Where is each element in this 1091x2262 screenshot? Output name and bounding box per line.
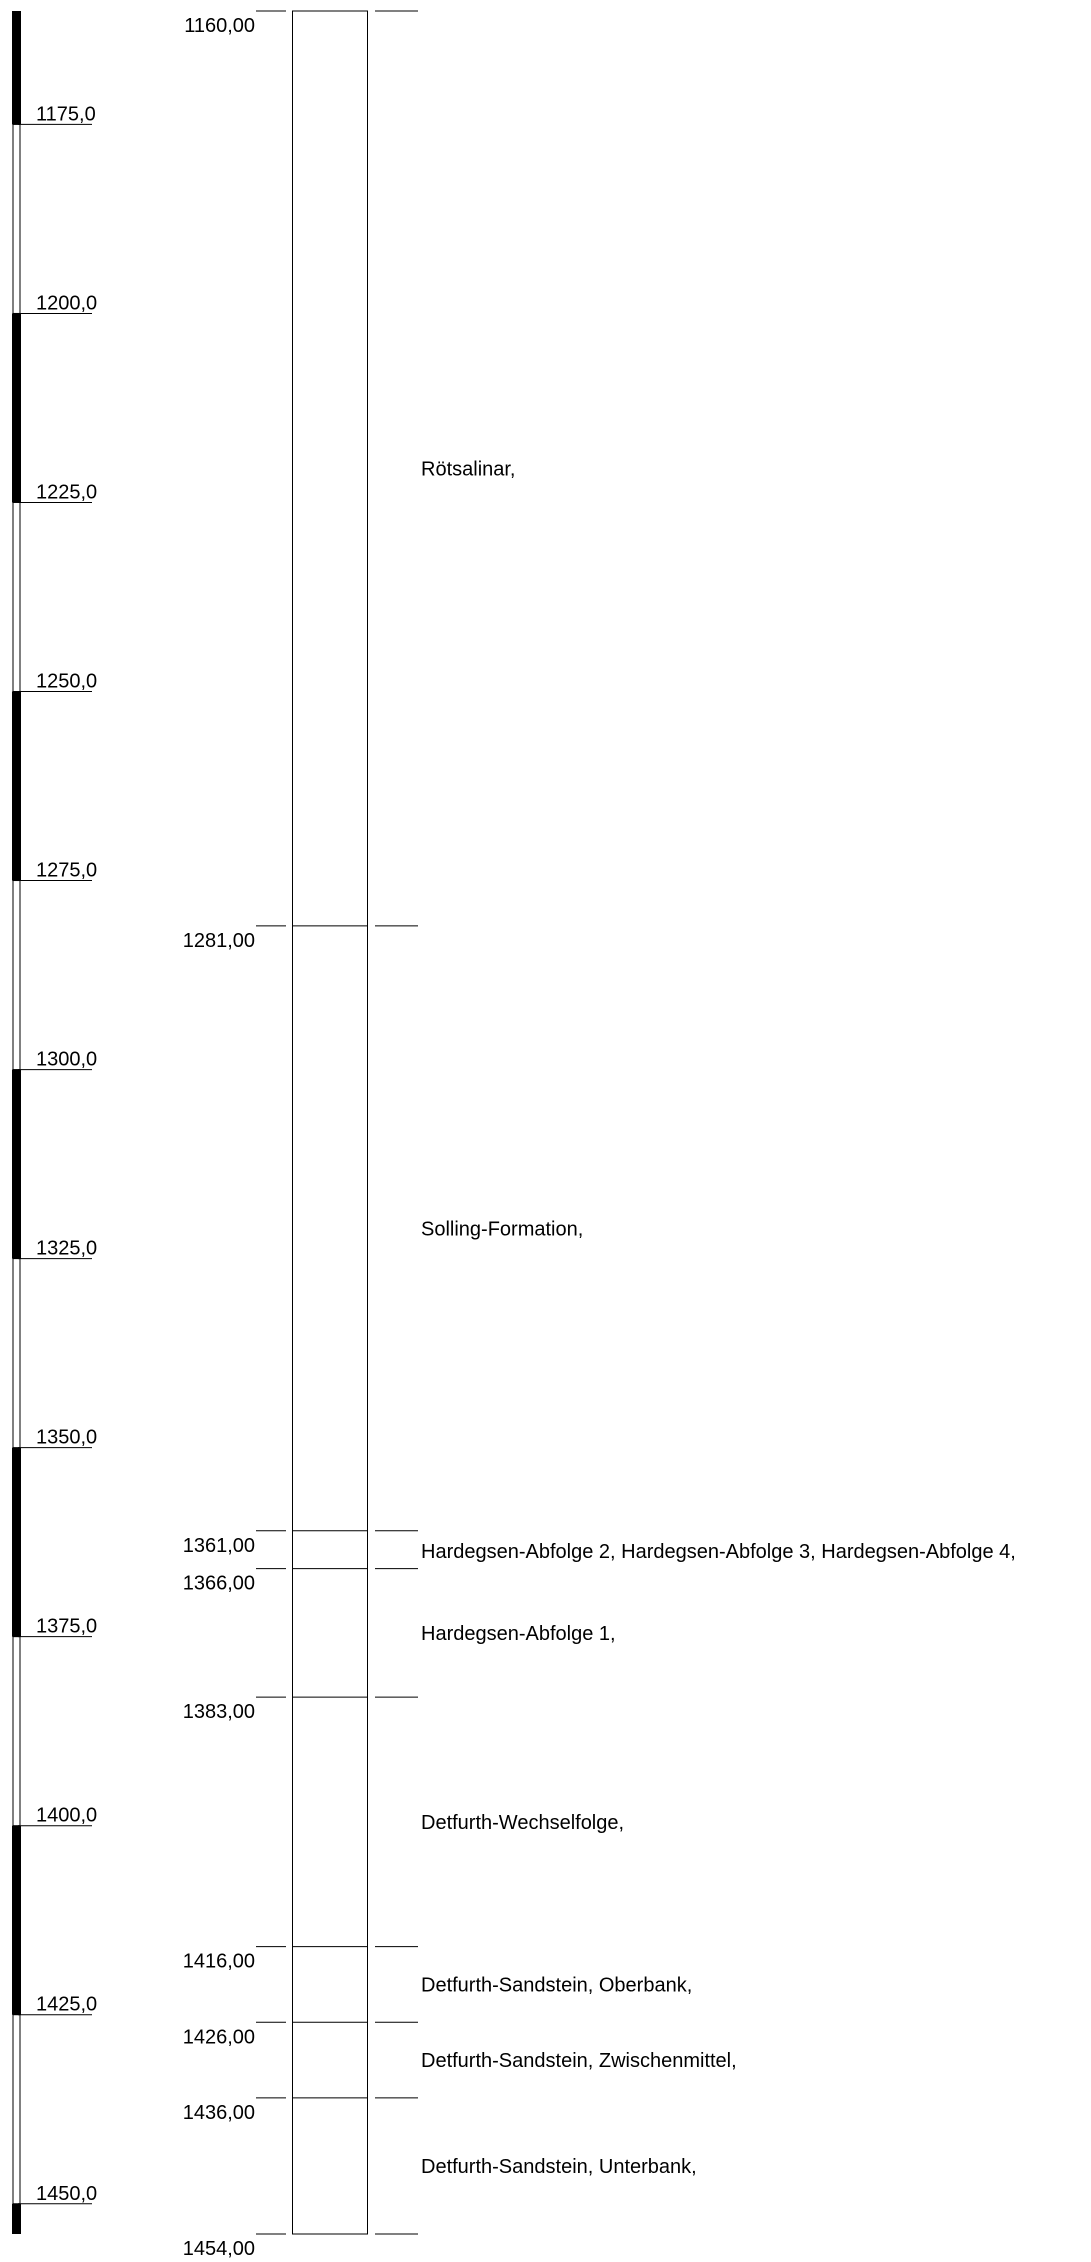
scale-tick-label: 1425,0	[36, 1994, 97, 2016]
column-outline	[292, 10, 368, 2235]
layer-name: Detfurth-Sandstein, Zwischenmittel,	[421, 2050, 737, 2072]
boundary-depth-label: 1281,00	[183, 930, 255, 952]
scale-tick-label: 1450,0	[36, 2183, 97, 2205]
scale-segment-light	[12, 1258, 21, 1449]
scale-tick-label: 1275,0	[36, 860, 97, 882]
layer-name: Hardegsen-Abfolge 2, Hardegsen-Abfolge 3…	[421, 1541, 1016, 1563]
scale-segment-dark	[12, 1825, 21, 2015]
layer-name: Hardegsen-Abfolge 1,	[421, 1623, 616, 1645]
depth-scale-ticks: 1175,0 1200,0 1225,0 1250,0 1275,0 1300,0 1325…	[18, 103, 97, 2205]
boundary-depth-label: 1436,00	[183, 2102, 255, 2124]
scale-segment-dark	[12, 1447, 21, 1637]
scale-segment-light	[12, 880, 21, 1071]
boundary-depth-label: 1361,00	[183, 1535, 255, 1557]
scale-tick-label: 1400,0	[36, 1805, 97, 1827]
layer-boundaries: 1160,00 1281,00 1361,00 1366,00 1383,00 1416,…	[183, 10, 418, 2260]
scale-segment-light	[12, 501, 21, 693]
scale-tick-label: 1325,0	[36, 1238, 97, 1260]
scale-segment-light	[12, 1636, 21, 1827]
scale-segment-dark	[12, 11, 21, 125]
boundary-depth-label: 1416,00	[183, 1951, 255, 1973]
scale-tick-label: 1300,0	[36, 1049, 97, 1071]
boundary-depth-label: 1366,00	[183, 1573, 255, 1595]
boundary-depth-label: 1160,00	[184, 15, 255, 37]
lithology-column	[292, 10, 368, 2235]
layer-name: Solling-Formation,	[421, 1218, 583, 1240]
boundary-depth-label: 1426,00	[183, 2026, 255, 2048]
scale-tick-label: 1350,0	[36, 1427, 97, 1449]
layer-name: Rötsalinar,	[421, 458, 516, 480]
scale-segment-dark	[12, 691, 21, 881]
layer-name: Detfurth-Sandstein, Unterbank,	[421, 2156, 697, 2178]
layer-name: Detfurth-Wechselfolge,	[421, 1812, 624, 1834]
layer-names: Rötsalinar, Solling-Formation, Hardegsen-A…	[421, 458, 1016, 2177]
scale-tick-label: 1200,0	[36, 292, 97, 314]
boundary-depth-label: 1383,00	[183, 1701, 255, 1723]
scale-tick-label: 1375,0	[36, 1616, 97, 1638]
boundary-depth-label: 1454,00	[183, 2238, 255, 2260]
scale-tick-label: 1250,0	[36, 671, 97, 693]
scale-segment-dark	[12, 313, 21, 503]
scale-tick-label: 1175,0	[36, 103, 96, 125]
scale-segment-light	[12, 123, 21, 314]
scale-segment-dark	[12, 2203, 21, 2234]
layer-name: Detfurth-Sandstein, Oberbank,	[421, 1974, 692, 1996]
depth-scale-bar	[12, 11, 21, 2234]
scale-segment-dark	[12, 1069, 21, 1259]
scale-tick-label: 1225,0	[36, 481, 97, 503]
scale-segment-light	[12, 2014, 21, 2205]
